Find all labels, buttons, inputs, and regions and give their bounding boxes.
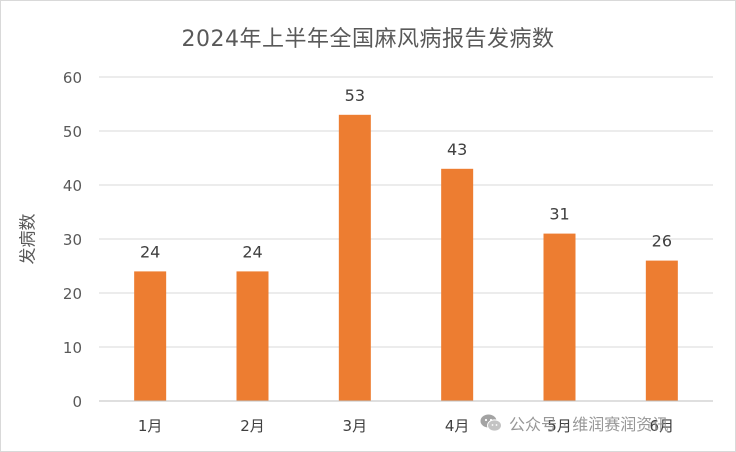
bar xyxy=(338,114,371,402)
data-label: 26 xyxy=(652,232,672,251)
y-tick-label: 20 xyxy=(63,285,82,303)
x-tick-label: 2月 xyxy=(240,417,265,435)
bar xyxy=(236,271,269,401)
chart-title: 2024年上半年全国麻风病报告发病数 xyxy=(181,27,555,52)
bar xyxy=(134,271,167,401)
x-tick-label: 3月 xyxy=(343,417,368,435)
data-label: 43 xyxy=(447,140,467,159)
x-tick-label: 1月 xyxy=(138,417,163,435)
y-tick-label: 0 xyxy=(72,393,82,411)
data-label: 24 xyxy=(242,242,262,261)
watermark: 公众号 · 维润赛润资讯 xyxy=(479,411,668,435)
wechat-icon xyxy=(480,414,502,432)
bar xyxy=(543,233,576,401)
data-label: 53 xyxy=(345,86,365,105)
y-tick-label: 30 xyxy=(63,231,82,249)
x-tick-label: 4月 xyxy=(445,417,470,435)
bar xyxy=(645,260,678,401)
x-tick-label: 5月 xyxy=(547,417,572,435)
y-tick-label: 10 xyxy=(63,339,82,357)
y-tick-label: 40 xyxy=(63,177,82,195)
data-label: 31 xyxy=(549,205,569,224)
data-label: 24 xyxy=(140,242,160,261)
bar xyxy=(441,168,474,401)
watermark-text: 公众号 · 维润赛润资讯 xyxy=(509,415,669,434)
x-tick-label: 6月 xyxy=(650,417,675,435)
y-tick-label: 50 xyxy=(63,123,82,141)
y-tick-label: 60 xyxy=(63,69,82,87)
